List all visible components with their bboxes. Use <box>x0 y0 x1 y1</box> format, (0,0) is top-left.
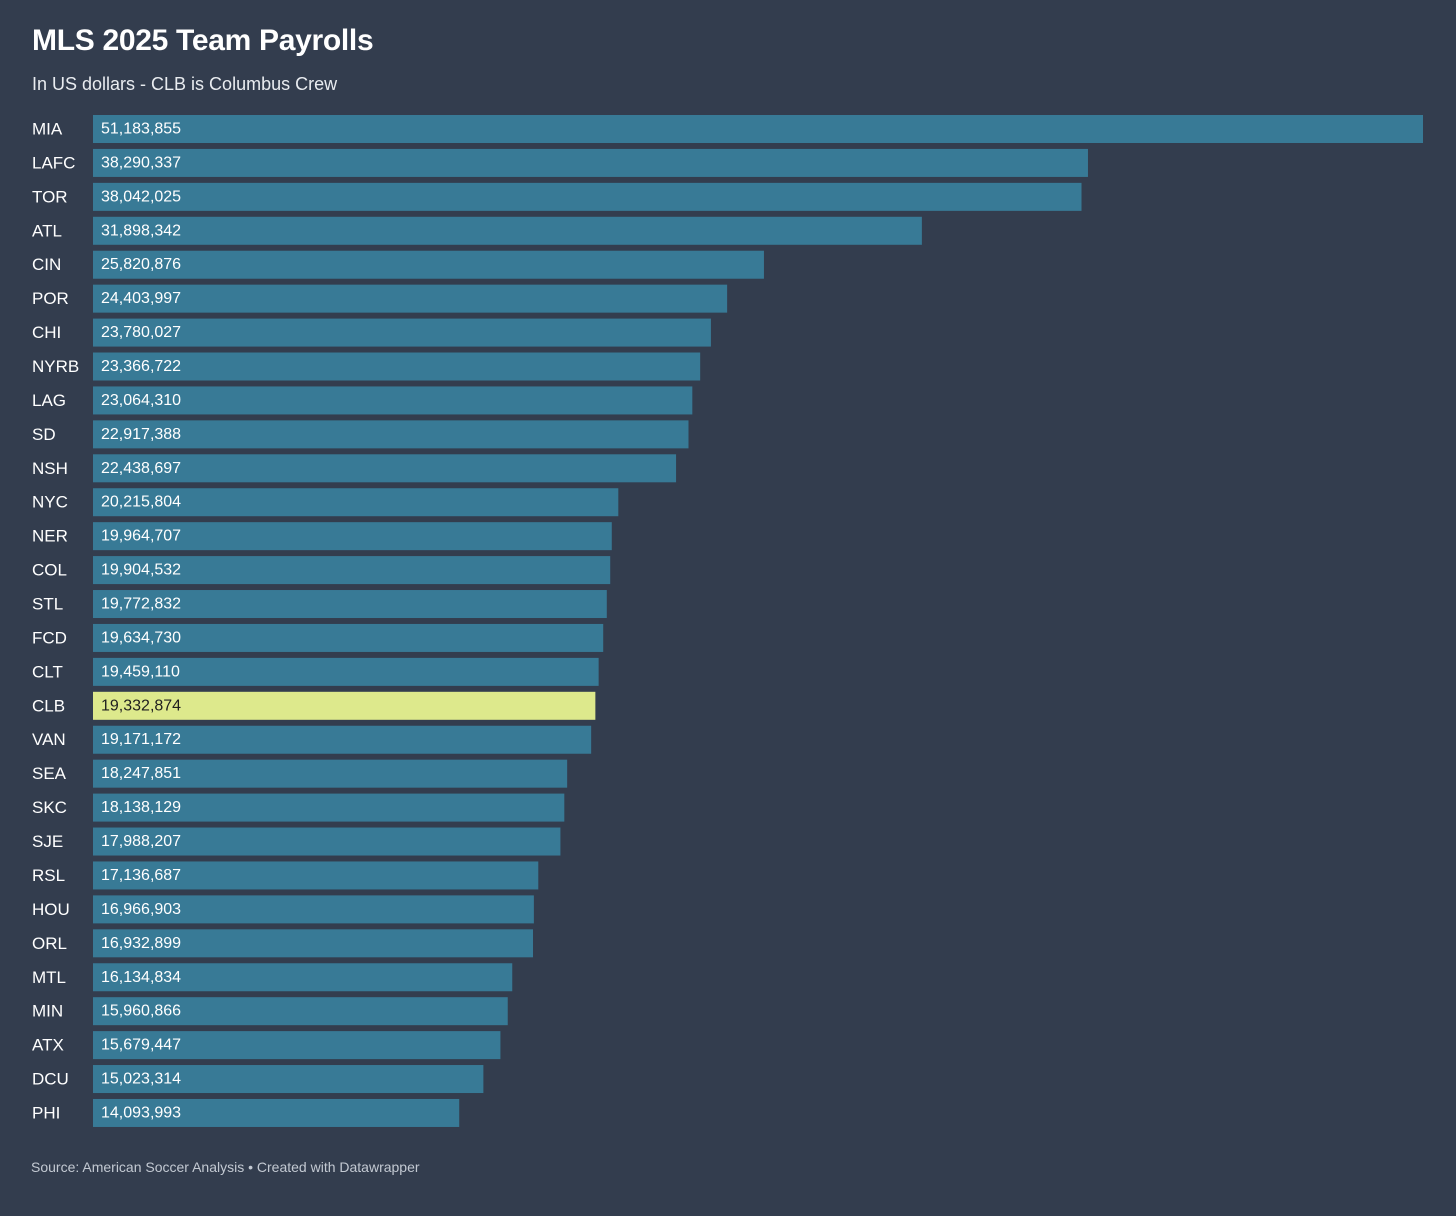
bar-hou[interactable] <box>93 895 534 924</box>
bar-fcd[interactable] <box>93 623 604 652</box>
value-label-dcu: 15,023,314 <box>101 1071 181 1088</box>
category-label-sje: SJE <box>32 832 63 851</box>
value-label-skc: 18,138,129 <box>101 799 181 816</box>
bar-col[interactable] <box>93 556 611 585</box>
bar-tor[interactable] <box>93 182 1082 211</box>
chart-title: MLS 2025 Team Payrolls <box>32 24 374 57</box>
value-label-chi: 23,780,027 <box>101 324 181 341</box>
category-label-ner: NER <box>32 527 68 546</box>
category-label-nsh: NSH <box>32 459 68 478</box>
value-label-clb: 19,332,874 <box>101 697 181 714</box>
bar-nyc[interactable] <box>93 488 619 517</box>
category-label-mia: MIA <box>32 120 63 139</box>
category-label-nyc: NYC <box>32 493 68 512</box>
category-label-stl: STL <box>32 595 63 614</box>
bar-stl[interactable] <box>93 590 607 619</box>
category-label-col: COL <box>32 561 67 580</box>
bar-chi[interactable] <box>93 318 711 347</box>
value-label-atl: 31,898,342 <box>101 222 181 239</box>
value-label-rsl: 17,136,687 <box>101 867 181 884</box>
value-label-sje: 17,988,207 <box>101 833 181 850</box>
bar-rsl[interactable] <box>93 861 539 890</box>
category-label-hou: HOU <box>32 900 70 919</box>
category-label-sd: SD <box>32 425 56 444</box>
value-label-tor: 38,042,025 <box>101 188 181 205</box>
value-label-col: 19,904,532 <box>101 562 181 579</box>
category-label-fcd: FCD <box>32 628 67 647</box>
value-label-mia: 51,183,855 <box>101 121 181 138</box>
bar-clt[interactable] <box>93 657 599 686</box>
value-label-atx: 15,679,447 <box>101 1037 181 1054</box>
value-label-por: 24,403,997 <box>101 290 181 307</box>
bar-nyrb[interactable] <box>93 352 701 381</box>
value-label-stl: 19,772,832 <box>101 596 181 613</box>
source-name: American Soccer Analysis <box>82 1159 245 1175</box>
bar-clb[interactable] <box>93 691 596 720</box>
bar-phi[interactable] <box>93 1098 460 1127</box>
value-label-ner: 19,964,707 <box>101 528 181 545</box>
bar-orl[interactable] <box>93 929 533 958</box>
bar-lafc[interactable] <box>93 148 1088 177</box>
category-label-atl: ATL <box>32 221 62 240</box>
value-label-van: 19,171,172 <box>101 731 181 748</box>
category-label-cin: CIN <box>32 255 61 274</box>
value-label-lag: 23,064,310 <box>101 392 181 409</box>
value-label-phi: 14,093,993 <box>101 1104 181 1121</box>
value-label-nyrb: 23,366,722 <box>101 358 181 375</box>
footer-separator: • <box>244 1159 257 1175</box>
value-label-hou: 16,966,903 <box>101 901 181 918</box>
value-label-nsh: 22,438,697 <box>101 460 181 477</box>
bar-sje[interactable] <box>93 827 561 856</box>
bar-sea[interactable] <box>93 759 568 788</box>
category-label-atx: ATX <box>32 1036 64 1055</box>
value-label-cin: 25,820,876 <box>101 256 181 273</box>
value-label-clt: 19,459,110 <box>101 663 180 680</box>
chart-footer: Source: American Soccer Analysis • Creat… <box>31 1159 420 1175</box>
category-label-chi: CHI <box>32 323 61 342</box>
credit-text: Created with Datawrapper <box>256 1159 420 1175</box>
bar-nsh[interactable] <box>93 454 677 483</box>
category-label-orl: ORL <box>32 934 67 953</box>
category-label-dcu: DCU <box>32 1070 69 1089</box>
bar-ner[interactable] <box>93 522 612 551</box>
bar-van[interactable] <box>93 725 592 754</box>
category-label-clb: CLB <box>32 696 65 715</box>
category-label-mtl: MTL <box>32 968 66 987</box>
bar-sd[interactable] <box>93 420 689 449</box>
category-label-lafc: LAFC <box>32 153 75 172</box>
category-label-sea: SEA <box>32 764 67 783</box>
bar-dcu[interactable] <box>93 1065 484 1094</box>
bar-min[interactable] <box>93 997 508 1026</box>
category-label-skc: SKC <box>32 798 67 817</box>
value-label-lafc: 38,290,337 <box>101 154 181 171</box>
value-label-mtl: 16,134,834 <box>101 969 181 986</box>
source-prefix: Source: <box>31 1159 83 1175</box>
bar-atx[interactable] <box>93 1031 501 1060</box>
bar-atl[interactable] <box>93 216 922 245</box>
chart-subtitle: In US dollars - CLB is Columbus Crew <box>32 74 338 94</box>
category-label-lag: LAG <box>32 391 66 410</box>
value-label-sd: 22,917,388 <box>101 426 181 443</box>
value-label-min: 15,960,866 <box>101 1003 181 1020</box>
category-label-clt: CLT <box>32 662 63 681</box>
category-label-nyrb: NYRB <box>32 357 79 376</box>
category-label-tor: TOR <box>32 187 68 206</box>
category-label-phi: PHI <box>32 1103 60 1122</box>
bar-lag[interactable] <box>93 386 693 415</box>
bar-cin[interactable] <box>93 250 764 279</box>
bar-mtl[interactable] <box>93 963 513 992</box>
bar-mia[interactable] <box>93 115 1423 143</box>
category-label-rsl: RSL <box>32 866 65 885</box>
value-label-orl: 16,932,899 <box>101 935 181 952</box>
category-label-min: MIN <box>32 1002 63 1021</box>
category-label-van: VAN <box>32 730 66 749</box>
value-label-nyc: 20,215,804 <box>101 494 181 511</box>
value-label-sea: 18,247,851 <box>101 765 181 782</box>
bar-skc[interactable] <box>93 793 565 822</box>
value-label-fcd: 19,634,730 <box>101 629 181 646</box>
category-label-por: POR <box>32 289 69 308</box>
bar-por[interactable] <box>93 284 728 313</box>
